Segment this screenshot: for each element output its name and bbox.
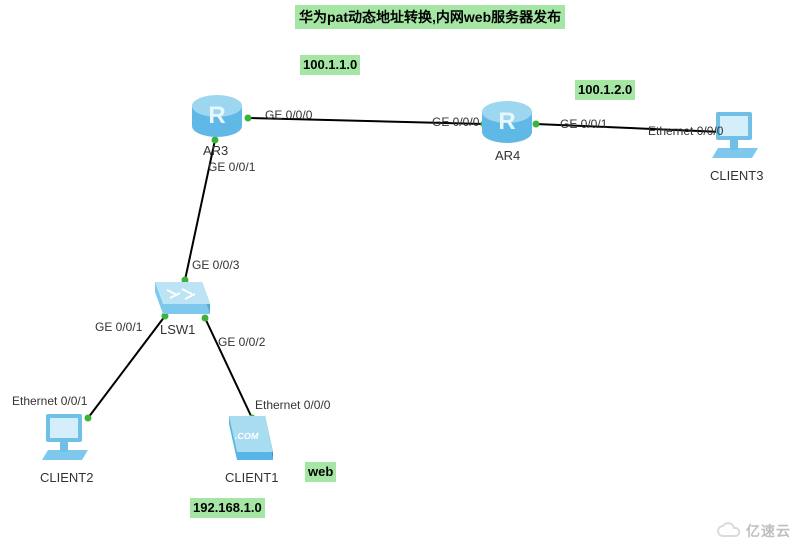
port-label: Ethernet 0/0/0 — [255, 398, 330, 412]
port-label: Ethernet 0/0/1 — [12, 394, 87, 408]
web-label: web — [305, 462, 336, 482]
subnet-label: 100.1.2.0 — [575, 80, 635, 100]
connection-line — [205, 318, 252, 418]
svg-text:.COM: .COM — [234, 431, 259, 441]
port-dot — [245, 115, 252, 122]
network-diagram: { "title": "华为pat动态地址转换,内网web服务器发布", "su… — [0, 0, 799, 547]
switch-icon — [152, 272, 212, 322]
port-label: GE 0/0/1 — [560, 117, 607, 131]
svg-text:R: R — [208, 102, 225, 129]
svg-text:R: R — [498, 108, 515, 135]
watermark-text: 亿速云 — [746, 521, 791, 541]
port-label: GE 0/0/0 — [265, 108, 312, 122]
client2-pc — [40, 412, 95, 467]
node-label-client3: CLIENT3 — [710, 168, 763, 183]
port-label: GE 0/0/1 — [208, 160, 255, 174]
port-label: GE 0/0/2 — [218, 335, 265, 349]
port-label: GE 0/0/0 — [432, 115, 479, 129]
server-icon: .COM — [225, 412, 275, 467]
switch-lsw1 — [152, 272, 212, 322]
router-icon: R — [480, 96, 535, 146]
watermark: 亿速云 — [716, 521, 791, 541]
router-ar4: R — [480, 96, 535, 146]
router-icon: R — [190, 90, 245, 140]
node-label-client2: CLIENT2 — [40, 470, 93, 485]
port-label: GE 0/0/1 — [95, 320, 142, 334]
node-label-ar3: AR3 — [203, 143, 228, 158]
port-label: Ethernet 0/0/0 — [648, 124, 723, 138]
pc-icon — [40, 412, 95, 467]
connections-layer — [0, 0, 799, 547]
subnet-label: 192.168.1.0 — [190, 498, 265, 518]
node-label-lsw1: LSW1 — [160, 322, 195, 337]
subnet-label: 100.1.1.0 — [300, 55, 360, 75]
diagram-title: 华为pat动态地址转换,内网web服务器发布 — [295, 5, 565, 29]
node-label-client1: CLIENT1 — [225, 470, 278, 485]
port-label: GE 0/0/3 — [192, 258, 239, 272]
node-label-ar4: AR4 — [495, 148, 520, 163]
cloud-icon — [716, 522, 742, 540]
router-ar3: R — [190, 90, 245, 140]
client1-server: .COM — [225, 412, 275, 467]
